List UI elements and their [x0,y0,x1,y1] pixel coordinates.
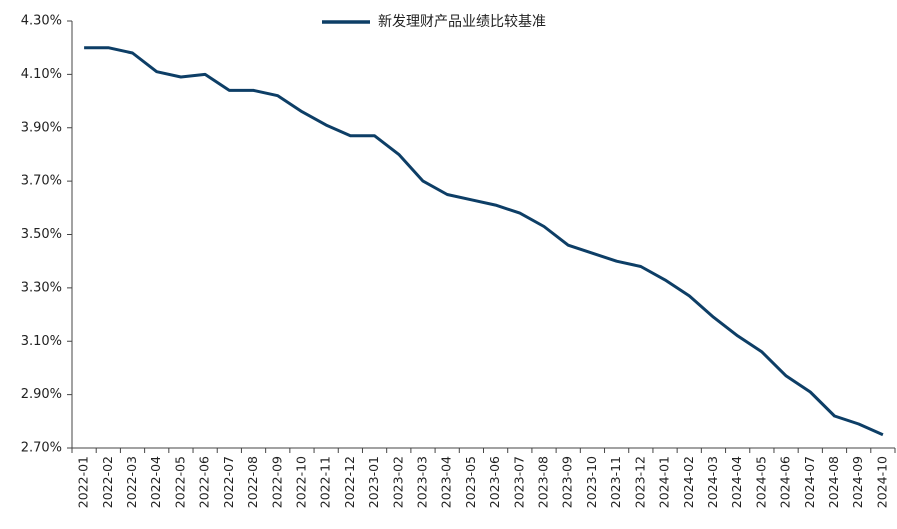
x-tick-label: 2024-01 [657,456,672,508]
legend-label: 新发理财产品业绩比较基准 [378,13,546,30]
x-tick-label: 2023-03 [414,456,429,508]
y-tick-label: 2.70% [21,441,62,456]
y-tick-label: 4.10% [21,67,62,82]
x-tick-label: 2022-06 [197,456,212,508]
x-tick-label: 2023-04 [439,456,454,508]
x-tick-label: 2024-05 [753,456,768,508]
x-tick-label: 2022-01 [76,456,91,508]
x-tick-label: 2022-10 [293,456,308,508]
x-tick-label: 2023-02 [390,456,405,508]
line-series [84,46,884,437]
x-tick-label: 2024-10 [874,456,889,508]
x-tick-label: 2022-07 [221,456,236,508]
x-tick-label: 2024-09 [850,456,865,508]
x-tick-label: 2024-02 [681,456,696,508]
y-tick-label: 3.90% [21,120,62,135]
y-tick-label: 3.30% [21,280,62,295]
x-tick-label: 2022-04 [148,456,163,508]
y-tick-label: 3.70% [21,174,62,189]
x-tick-label: 2024-06 [778,456,793,508]
x-tick-label: 2022-09 [269,456,284,508]
x-tick-label: 2023-12 [632,456,647,508]
x-tick-label: 2022-11 [318,456,333,508]
y-tick-label: 4.30% [21,14,62,29]
x-tick-label: 2023-11 [608,456,623,508]
x-tick-label: 2023-10 [584,456,599,508]
x-tick-label: 2024-08 [826,456,841,508]
x-tick-label: 2024-07 [802,456,817,508]
x-tick-label: 2022-08 [245,456,260,508]
y-tick-label: 3.10% [21,334,62,349]
x-tick-label: 2023-07 [511,456,526,508]
x-tick-label: 2023-09 [560,456,575,508]
x-tick-label: 2023-06 [487,456,502,508]
x-tick-label: 2023-05 [463,456,478,508]
x-tick-label: 2023-01 [366,456,381,508]
x-tick-label: 2023-08 [536,456,551,508]
x-tick-label: 2024-04 [729,456,744,508]
x-tick-label: 2022-05 [172,456,187,508]
x-tick-label: 2024-03 [705,456,720,508]
y-tick-label: 3.50% [21,227,62,242]
x-tick-label: 2022-02 [100,456,115,508]
y-tick-label: 2.90% [21,387,62,402]
x-tick-label: 2022-12 [342,456,357,508]
x-tick-label: 2022-03 [124,456,139,508]
